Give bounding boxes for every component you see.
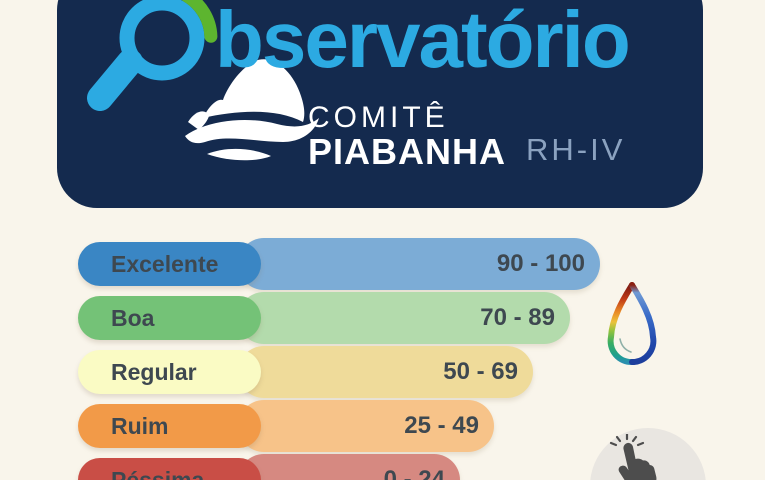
legend-category-label: Ruim	[111, 413, 169, 439]
legend-category-label: Péssima	[111, 467, 205, 480]
legend-category-pill: Excelente	[78, 242, 261, 286]
legend-range-pill: 50 - 69	[238, 346, 533, 398]
legend-category-pill: Boa	[78, 296, 261, 340]
legend-range-value: 90 - 100	[496, 250, 585, 277]
magnifier-icon	[87, 0, 218, 111]
legend-category-pill: Regular	[78, 350, 261, 394]
legend-category-label: Excelente	[111, 251, 219, 277]
header-art	[87, 0, 319, 161]
legend-category-label: Regular	[111, 359, 197, 385]
legend-row-ruim: 25 - 49 Ruim	[78, 400, 494, 452]
mountain-wave-logo-icon	[185, 59, 319, 161]
legend-range-pill: 0 - 24	[238, 454, 460, 480]
legend-range-value: 70 - 89	[480, 304, 555, 331]
magnifier-green-arc	[181, 0, 218, 43]
legend-row-excelente: 90 - 100 Excelente	[78, 238, 600, 290]
tap-button[interactable]	[590, 428, 706, 480]
legend-row-regular: 50 - 69 Regular	[78, 346, 533, 398]
legend-range-pill: 70 - 89	[238, 292, 570, 344]
legend-row-boa: 70 - 89 Boa	[78, 292, 570, 344]
committee-wordmark: COMITÊ PIABANHA	[308, 102, 506, 170]
header-card: bservatório COMITÊ PIABANHA RH-IV	[57, 0, 703, 208]
page-title: bservatório	[215, 0, 631, 84]
committee-name-line2: PIABANHA	[308, 131, 507, 172]
committee-name-line1: COMITÊ	[308, 101, 449, 134]
legend-range-pill: 25 - 49	[238, 400, 494, 452]
legend-range-pill: 90 - 100	[238, 238, 600, 290]
legend-range-value: 0 - 24	[383, 466, 445, 480]
legend-range-value: 25 - 49	[404, 412, 479, 439]
legend-category-label: Boa	[111, 305, 155, 331]
tap-hand-icon	[609, 434, 657, 480]
region-code-label: RH-IV	[526, 132, 626, 167]
legend-row-pessima: 0 - 24 Péssima	[78, 454, 460, 480]
legend-category-pill: Péssima	[78, 458, 261, 480]
legend-range-value: 50 - 69	[443, 358, 518, 385]
legend-category-pill: Ruim	[78, 404, 261, 448]
water-drop-icon	[607, 282, 657, 366]
